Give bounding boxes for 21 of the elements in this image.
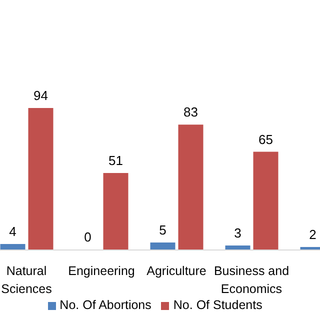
- legend-label: No. Of Abortions: [60, 298, 152, 312]
- bar: [28, 108, 54, 250]
- bar: [103, 172, 128, 250]
- bar: [178, 124, 204, 250]
- x-tick-label: Natural Sciences: [1, 264, 52, 296]
- bar: [253, 152, 278, 250]
- data-label: 5: [159, 222, 166, 238]
- x-tick-label: Engineering: [68, 264, 135, 278]
- data-label: 94: [34, 88, 48, 103]
- data-label: 4: [9, 224, 16, 239]
- data-label: 3: [234, 225, 242, 240]
- x-tick-label: Business and Economics: [214, 264, 290, 296]
- data-label: 2: [309, 226, 316, 242]
- x-tick-label: Agriculture: [146, 264, 206, 278]
- data-label: 65: [258, 132, 273, 147]
- legend-label: No. Of Students: [173, 298, 262, 312]
- data-label: 0: [84, 230, 92, 244]
- data-label: 83: [184, 104, 198, 120]
- data-label: 51: [108, 152, 123, 168]
- bar: [0, 244, 26, 250]
- bar: [150, 242, 176, 250]
